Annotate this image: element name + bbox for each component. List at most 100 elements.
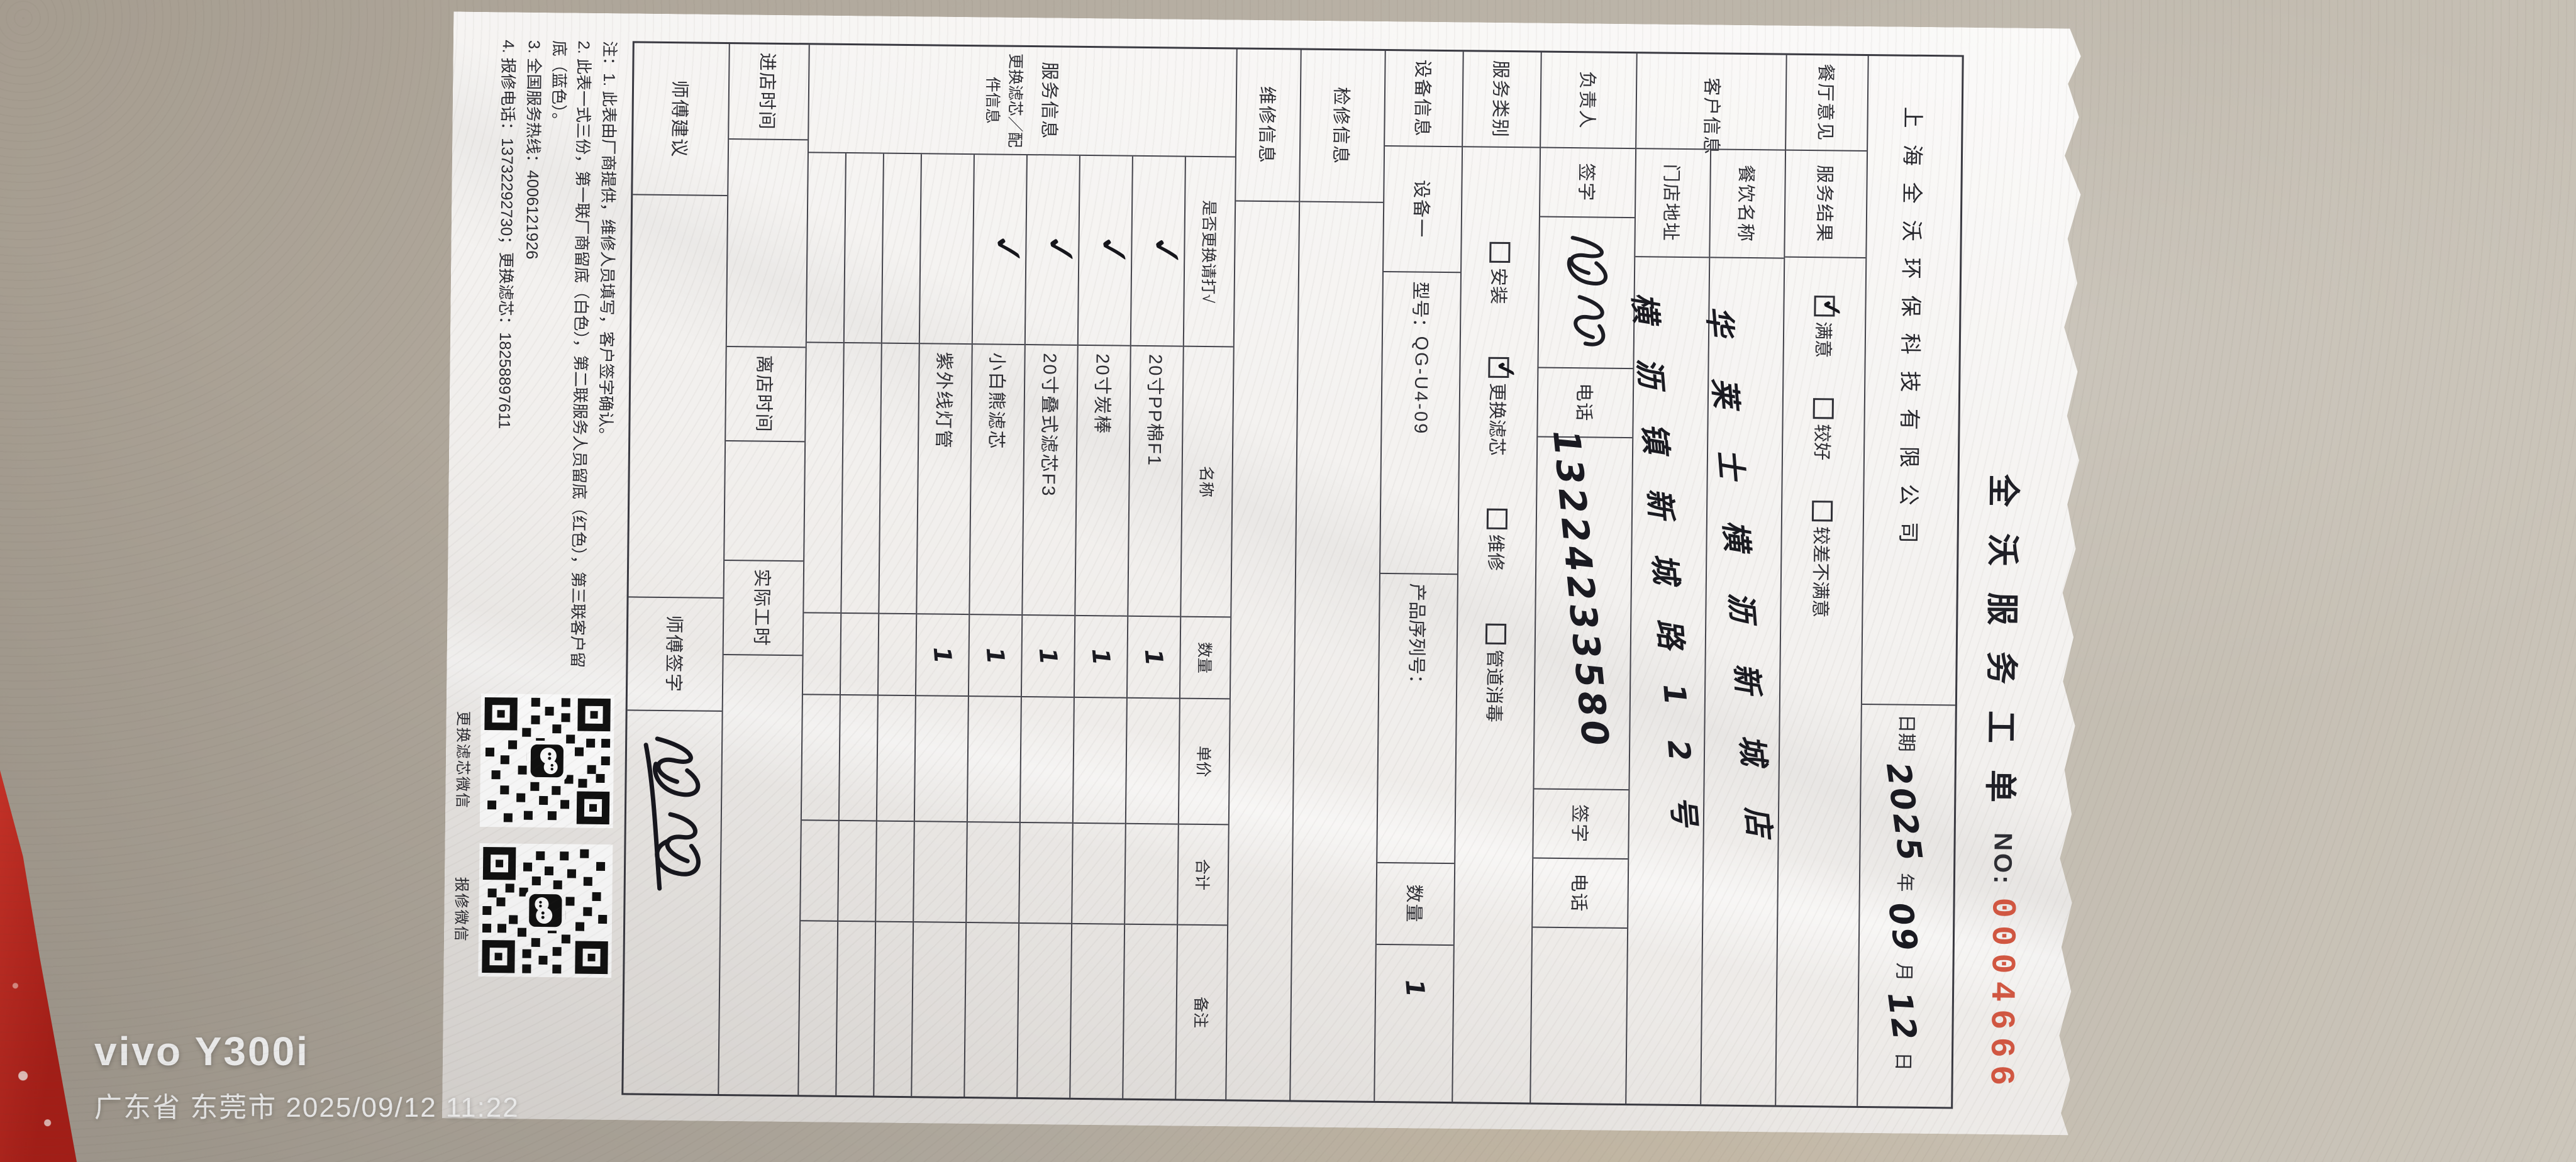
service-info-label: 服务信息 (1038, 62, 1060, 140)
part-note-cell (1123, 924, 1177, 1099)
part-check-cell: ✓ (973, 155, 1026, 344)
device-qty-label: 数量 (1377, 862, 1454, 944)
part-check-cell: ✓ (1131, 157, 1185, 346)
row-times: 进店时间 离店时间 实际工时 (719, 44, 809, 1095)
date-year-unit: 年 (1894, 873, 1916, 892)
part-price-cell (840, 694, 877, 821)
part-name-cell (841, 342, 880, 613)
service-type-option: 更换滤芯 (1485, 357, 1513, 456)
part-total-cell (1072, 822, 1125, 924)
row-inspection-info: 检修信息 (1291, 50, 1385, 1101)
service-result-option: 满意 (1811, 296, 1838, 358)
parts-item-row: ✓ 20寸炭棒 1 (1070, 156, 1133, 1098)
responsible-phone-value: 13224233580 (1534, 436, 1632, 790)
date-month-unit: 月 (1893, 962, 1914, 982)
part-total-cell (1125, 823, 1178, 924)
work-order-paper: 全沃服务工单 NO: 0004666 上海全沃环保科技有限公司 日期 2025 … (442, 11, 2089, 1135)
part-qty-handwritten: 1 (1086, 647, 1116, 667)
header-name: 名称 (1181, 346, 1233, 617)
checkout-time-value (724, 440, 804, 560)
checkbox-label: 较好 (1811, 424, 1832, 461)
header-qty: 数量 (1180, 616, 1230, 699)
part-qty-handwritten: 1 (1139, 648, 1169, 667)
row-company-date: 上海全沃环保科技有限公司 日期 2025 年 09 月 12 日 (1858, 56, 1962, 1107)
part-price-cell (915, 695, 968, 821)
parts-header-row: 是否更换请打√ 名称 数量 单价 合计 备注 (1176, 157, 1235, 1100)
part-name-cell: 紫外线灯管 (917, 343, 971, 614)
notes-block: 注：1. 此表由厂商提供，维修人员填写，客户签字确认。 2. 此表一式三份，第一… (487, 40, 621, 676)
checkbox-label: 维修 (1485, 534, 1506, 572)
responsible-phone2-label: 电话 (1533, 857, 1628, 927)
store-address-label: 门店地址 (1660, 163, 1682, 242)
watermark-device: vivo Y300i (94, 1029, 309, 1074)
part-qty-handwritten: 1 (980, 646, 1010, 665)
device-info-label: 设备信息 (1411, 59, 1433, 138)
watermark-location-date: 广东省 东莞市 2025/09/12 11:22 (94, 1092, 519, 1123)
parts-item-row: 紫外线灯管 1 (912, 154, 975, 1097)
model-label: 型号： (1409, 281, 1430, 336)
form-title-line: 全沃服务工单 NO: 0004666 (1953, 55, 2058, 1110)
responsible-phone-label: 电话 (1538, 367, 1633, 438)
responsible-label: 负责人 (1576, 70, 1597, 130)
subrow-restaurant-name: 餐饮名称 华莱士横沥新城店 (1701, 150, 1785, 1105)
note-line: 2. 此表一式三份，第一联厂商留底（白色），第二联服务人员留底（红色），第三联客… (549, 40, 593, 668)
part-price-cell (1021, 696, 1074, 822)
service-result-label: 服务结果 (1785, 150, 1867, 257)
part-name: 20寸叠式滤芯F3 (1038, 353, 1060, 497)
row-repair-info: 维修信息 (1226, 49, 1301, 1100)
camera-watermark: vivo Y300i 广东省 东莞市 2025/09/12 11:22 (94, 1028, 519, 1125)
part-note-cell (836, 921, 875, 1096)
parts-item-row: ✓ 20寸叠式滤芯F3 1 (1018, 155, 1080, 1098)
actual-hours-label: 实际工时 (724, 560, 804, 655)
red-object-on-table (0, 770, 77, 1162)
master-advice-cell (629, 194, 728, 597)
part-qty-cell (879, 613, 916, 695)
restaurant-opinion-label: 餐厅意见 (1814, 64, 1836, 142)
note-line: 注：1. 此表由厂商提供，维修人员填写，客户签字确认。 (596, 40, 618, 444)
checkbox (1812, 501, 1833, 521)
handwritten-checkmark: ✓ (1089, 228, 1137, 273)
service-result-options: 满意 较好 较差不满意 (1776, 257, 1865, 1106)
part-name-cell: 小白熊滤芯 (970, 343, 1024, 614)
part-name-cell (879, 343, 918, 614)
checkbox (1485, 624, 1506, 645)
checkbox (1489, 357, 1509, 378)
checkout-time-label: 离店时间 (726, 346, 806, 441)
part-note-cell (799, 920, 837, 1095)
date-label: 日期 (1896, 714, 1917, 752)
part-qty-cell: 1 (916, 613, 969, 695)
inspection-info-label: 检修信息 (1330, 87, 1352, 165)
service-type-options: 安装 更换滤芯 维修 管道消毒 (1453, 146, 1540, 1102)
repair-empty-cell (1226, 200, 1299, 1100)
part-price-cell (1126, 697, 1179, 824)
part-check-cell (882, 154, 921, 343)
handwritten-signature (631, 719, 715, 909)
customer-info-label: 客户信息 (1701, 77, 1722, 156)
service-type-option: 管道消毒 (1482, 624, 1510, 722)
part-qty-cell (841, 612, 878, 695)
part-price-cell (802, 694, 840, 820)
qr-code-repair (478, 843, 613, 978)
part-name: 20寸炭棒 (1091, 353, 1113, 435)
checkbox (1490, 242, 1511, 263)
parts-table: 是否更换请打√ 名称 数量 单价 合计 备注 ✓ 20寸PP棉F1 (799, 152, 1235, 1099)
checkbox-label: 满意 (1812, 321, 1833, 358)
responsible-sign-label: 签字 (1540, 147, 1635, 218)
checkbox (1814, 296, 1835, 316)
part-qty-cell: 1 (1022, 614, 1074, 697)
part-name: 小白熊滤芯 (985, 352, 1007, 450)
part-name: 紫外线灯管 (933, 351, 954, 450)
part-check-cell (845, 153, 883, 343)
part-price-cell (968, 695, 1021, 822)
form-footer: 注：1. 此表由厂商提供，维修人员填写，客户签字确认。 2. 此表一式三份，第一… (450, 40, 621, 1095)
serial-label: 产品序列号： (1377, 573, 1457, 863)
date-year-handwritten: 2025 (1879, 760, 1929, 866)
part-total-cell (1019, 822, 1072, 923)
master-advice-label: 师傅建议 (668, 80, 690, 158)
date-day-handwritten: 12 (1879, 990, 1924, 1045)
part-name-cell: 20寸炭棒 (1075, 345, 1130, 616)
part-qty-cell: 1 (1075, 615, 1127, 697)
responsible-sign2-label: 签字 (1533, 788, 1628, 858)
repair-info-label: 维修信息 (1255, 86, 1277, 165)
part-name-cell: 20寸PP棉F1 (1128, 345, 1182, 616)
